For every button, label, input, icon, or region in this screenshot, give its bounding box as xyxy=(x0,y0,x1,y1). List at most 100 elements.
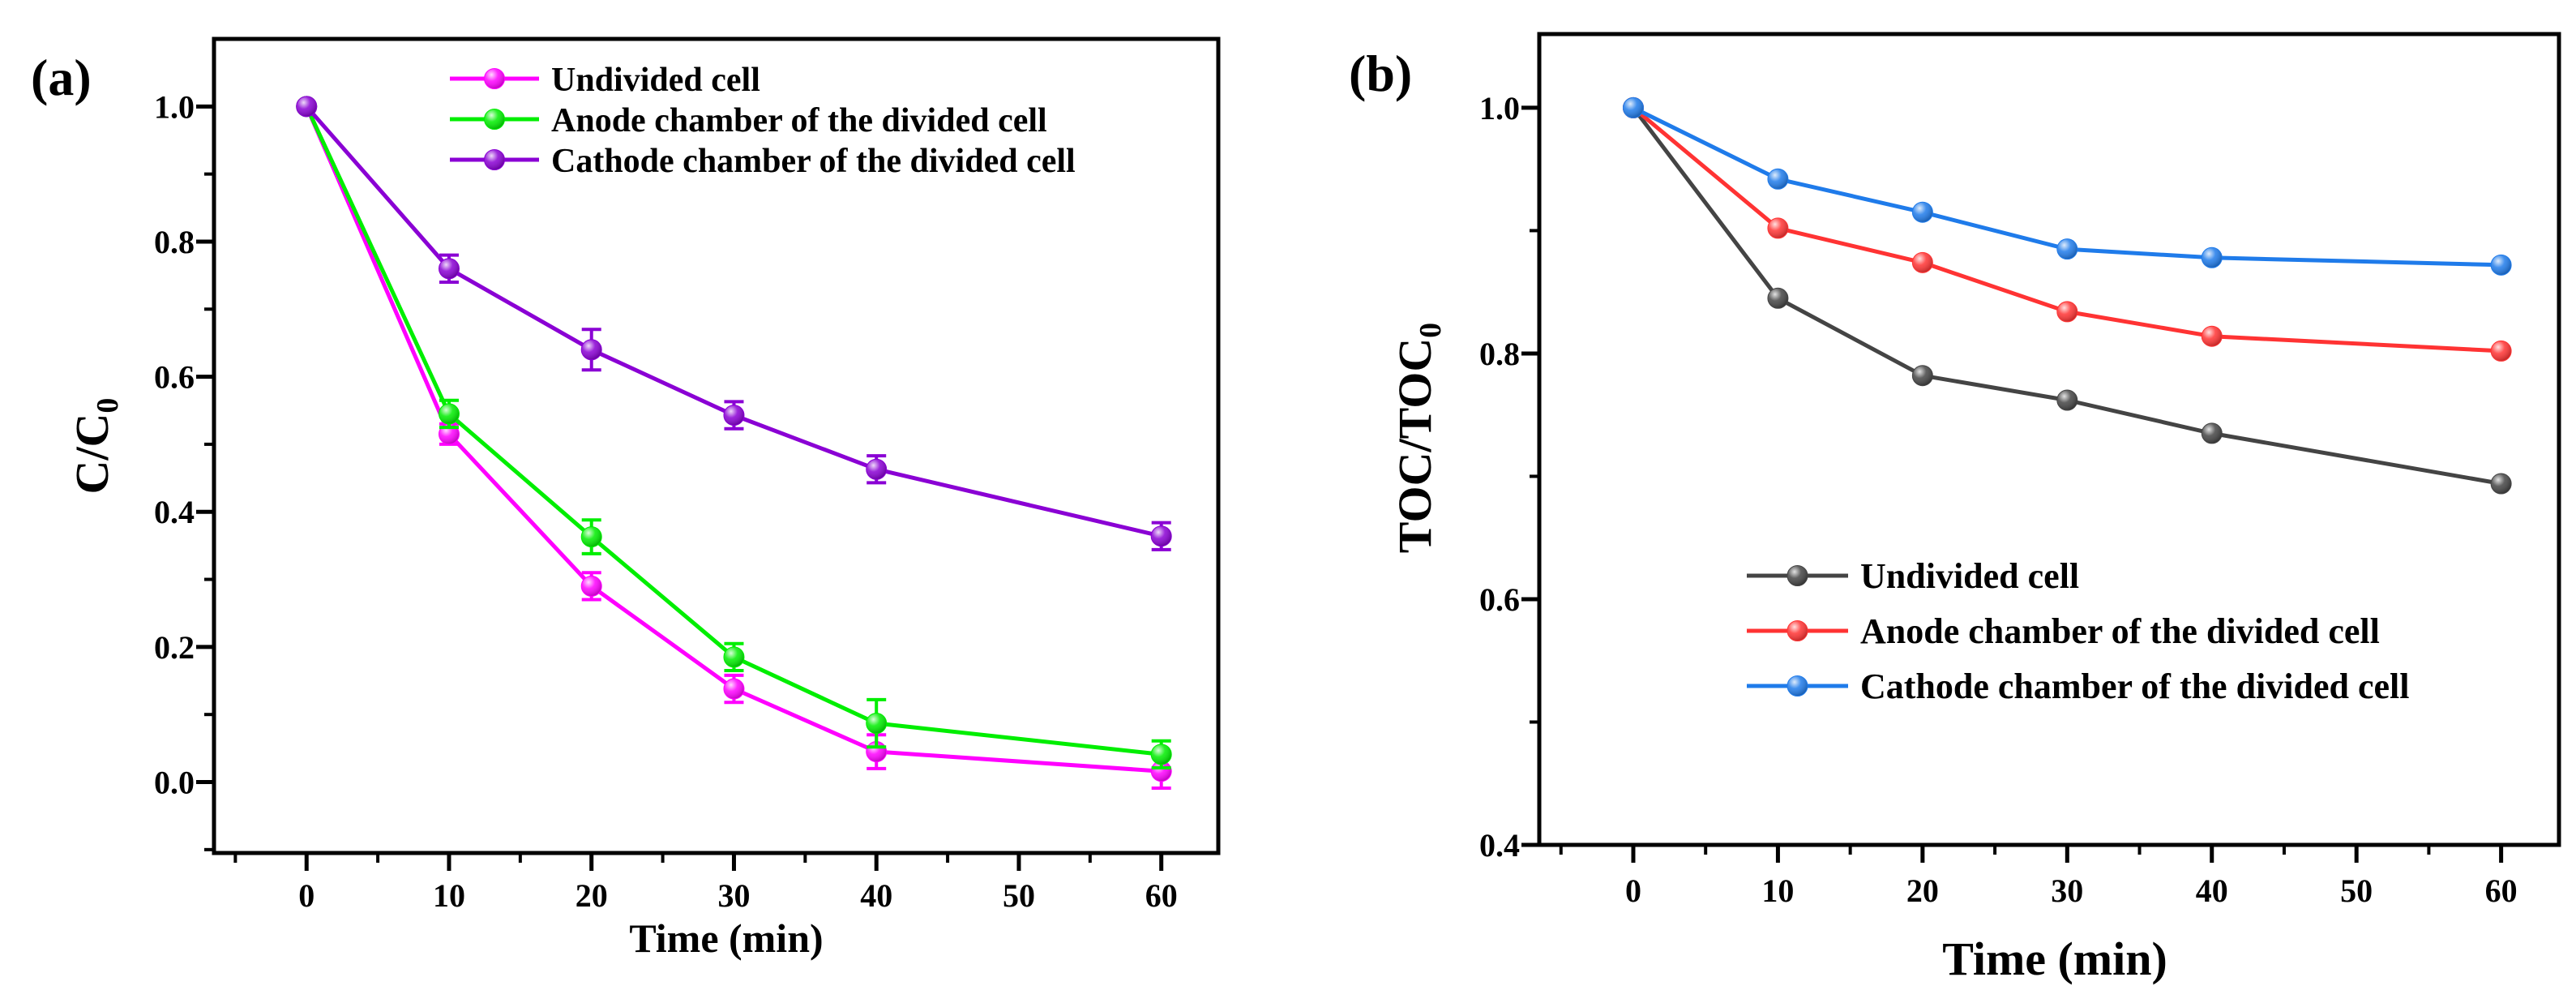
legend-label: Cathode chamber of the divided cell xyxy=(551,143,1076,180)
y-tick-label-a: 0.2 xyxy=(154,629,195,666)
y-axis-label-a-sub: 0 xyxy=(91,398,125,414)
legend-marker xyxy=(1787,675,1808,697)
series-a-2 xyxy=(296,96,1172,770)
data-point xyxy=(723,405,745,426)
data-point xyxy=(1150,525,1172,547)
marker-shine xyxy=(724,679,744,699)
plot-frame-b xyxy=(1537,32,2561,847)
data-point xyxy=(2490,254,2512,276)
x-tick-label-a: 50 xyxy=(1003,877,1035,914)
marker-shine xyxy=(2057,302,2077,322)
panel-label-b: (b) xyxy=(1349,45,1412,102)
data-point xyxy=(1911,365,1933,387)
y-tick-label-b: 0.4 xyxy=(1479,827,1520,864)
series-line xyxy=(1632,106,2502,486)
series-group-b xyxy=(1622,96,2512,495)
data-point xyxy=(438,403,460,425)
chart-panel-b: (b) 0 10 20 30 40 50 60 0.4 0.6 0.8 1.0 Time (min)… xyxy=(1349,32,2561,985)
marker-shine xyxy=(724,405,744,426)
data-point xyxy=(1911,251,1933,273)
legend-marker xyxy=(1787,620,1808,641)
y-axis-label-a: C/C0 xyxy=(66,398,125,495)
y-tick-label-b: 0.8 xyxy=(1479,336,1520,372)
marker-shine xyxy=(485,69,504,88)
marker-shine xyxy=(1623,97,1643,118)
x-axis-label-a: Time (min) xyxy=(629,915,823,961)
legend-label: Cathode chamber of the divided cell xyxy=(1860,667,2410,706)
marker-shine xyxy=(1912,252,1932,272)
data-point xyxy=(2490,340,2512,362)
y-tick-label-a: 0.6 xyxy=(154,359,195,396)
y-tick-label-a: 0.8 xyxy=(154,224,195,260)
x-tick-label-a: 30 xyxy=(717,877,750,914)
data-point xyxy=(2056,301,2078,323)
chart-panel-a: (a) 0 10 20 30 40 50 60 0.0 0.2 0.4 0.6 0.8 1.0 Time… xyxy=(31,36,1221,961)
x-tick-label-b: 20 xyxy=(1906,872,1939,909)
marker-shine xyxy=(2202,423,2222,444)
marker-shine xyxy=(2491,474,2511,494)
x-tick-label-a: 40 xyxy=(860,877,892,914)
data-point xyxy=(1767,217,1789,239)
marker-shine xyxy=(724,647,744,667)
marker-shine xyxy=(1787,566,1808,585)
x-tick-label-b: 50 xyxy=(2340,872,2373,909)
series-a-1 xyxy=(296,96,1172,791)
series-line xyxy=(305,105,1162,538)
data-point xyxy=(866,458,888,480)
marker-shine xyxy=(867,459,887,479)
legend-label: Anode chamber of the divided cell xyxy=(551,102,1047,139)
x-axis-label-b: Time (min) xyxy=(1942,932,2167,985)
series-line xyxy=(1632,105,2501,354)
y-tick-label-b: 0.6 xyxy=(1479,581,1520,618)
marker-shine xyxy=(439,404,459,424)
x-tick-label-b: 0 xyxy=(1625,872,1641,909)
marker-shine xyxy=(1768,218,1788,238)
marker-shine xyxy=(2491,255,2511,275)
marker-shine xyxy=(1768,169,1788,189)
data-point xyxy=(580,575,602,597)
legend-b: Undivided cell Anode chamber of the divid… xyxy=(1747,556,2410,706)
data-point xyxy=(866,713,888,735)
y-tick-label-a: 1.0 xyxy=(154,88,195,125)
data-point xyxy=(1622,96,1644,118)
data-point xyxy=(580,339,602,361)
legend-marker xyxy=(484,149,505,170)
legend-entry-a-1: Undivided cell xyxy=(450,62,760,99)
data-point xyxy=(2056,389,2078,411)
series-b-2 xyxy=(1622,96,2512,362)
data-point xyxy=(2490,473,2512,495)
marker-shine xyxy=(581,527,601,547)
data-point xyxy=(580,526,602,548)
marker-shine xyxy=(2057,390,2077,410)
y-tick-label-a: 0.4 xyxy=(154,494,195,530)
data-point xyxy=(1150,744,1172,765)
marker-shine xyxy=(1151,526,1171,547)
marker-shine xyxy=(439,424,459,444)
panel-label-a: (a) xyxy=(31,49,92,106)
data-point xyxy=(2201,422,2223,444)
marker-shine xyxy=(1768,288,1788,308)
y-axis-label-b: TOC/TOC0 xyxy=(1389,323,1448,553)
marker-shine xyxy=(485,109,504,129)
data-point xyxy=(296,96,318,118)
data-point xyxy=(438,258,460,280)
data-point xyxy=(723,646,745,668)
marker-shine xyxy=(1787,676,1808,696)
marker-shine xyxy=(2057,239,2077,259)
series-line xyxy=(1632,105,2501,268)
y-tick-label-b: 1.0 xyxy=(1479,90,1520,126)
axes-b: 0 10 20 30 40 50 60 0.4 0.6 0.8 1.0 xyxy=(1479,90,2518,909)
x-tick-label-b: 40 xyxy=(2196,872,2228,909)
x-tick-label-b: 60 xyxy=(2485,872,2518,909)
marker-shine xyxy=(1151,744,1171,765)
marker-shine xyxy=(1787,621,1808,641)
marker-shine xyxy=(581,340,601,360)
data-point xyxy=(1767,168,1789,190)
legend-entry-b-3: Cathode chamber of the divided cell xyxy=(1747,667,2410,706)
series-line xyxy=(304,105,1162,757)
y-tick-label-a: 0.0 xyxy=(154,765,195,801)
legend-entry-a-3: Cathode chamber of the divided cell xyxy=(450,143,1076,180)
data-point xyxy=(723,678,745,700)
